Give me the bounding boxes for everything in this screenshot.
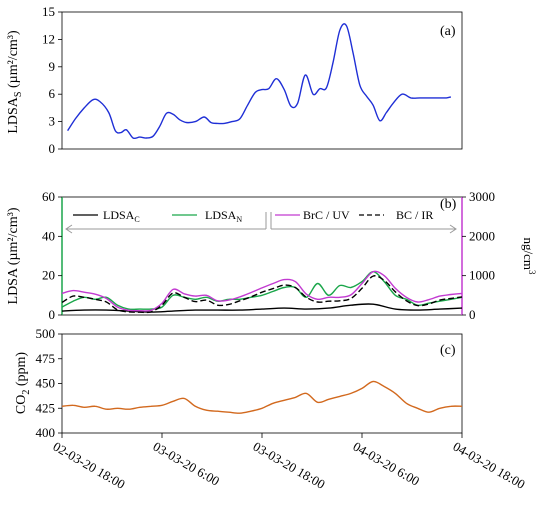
- legend-ldsa-n: LDSAN: [205, 208, 242, 224]
- panel-a-frame: [61, 11, 463, 150]
- x-tick-label: 03-03-20 6:00: [151, 439, 223, 489]
- x-tick-label: 03-03-20 18:00: [251, 439, 328, 492]
- panel-a-y-tick-label: 9: [49, 59, 56, 74]
- panel-c-y-tick-label: 450: [36, 376, 56, 391]
- legend-ldsa-n-sub: N: [236, 215, 242, 224]
- panel-b-y2-title-sup: 3: [527, 270, 537, 275]
- panel-a: 0 3 6 9 12 15 (a) LDSAS (µm²/cm³): [6, 4, 463, 156]
- series-ldsa-s-line: [67, 23, 452, 140]
- panel-b-y2-tick-label: 3000: [469, 189, 495, 204]
- panel-a-y-tick-label: 15: [42, 4, 55, 19]
- panel-c-x-ticks: 02-03-20 18:00 03-03-20 6:00 03-03-20 18:0…: [51, 433, 528, 492]
- panel-b-y-tick-label: 60: [42, 189, 55, 204]
- panel-c-label: (c): [440, 343, 456, 358]
- panel-b-y2-title-main: ng/cm: [521, 238, 536, 271]
- panel-b-y-axis-title: LDSA (µm²/cm³): [6, 207, 21, 304]
- panel-c-y-title-sub: 2: [21, 390, 32, 395]
- panel-b-y-tick-label: 20: [42, 268, 55, 283]
- panel-b-y-tick-label: 0: [49, 307, 56, 322]
- axis-arrow-left: [65, 212, 267, 234]
- legend-ldsa-c-main: LDSA: [103, 208, 135, 222]
- panel-b-y-title-main: LDSA: [6, 267, 21, 304]
- panel-c-y-tick-label: 500: [36, 326, 56, 341]
- panel-b-y2-tick-label: 0: [469, 307, 476, 322]
- panel-b-y2-axis-title: ng/cm3: [521, 238, 537, 276]
- series-ldsa-n-line: [61, 271, 463, 311]
- panel-b-lines: [61, 270, 463, 314]
- panel-a-y-title-sub: S: [13, 92, 24, 98]
- panel-a-y-tick-label: 0: [49, 141, 56, 156]
- panel-b-y-ticks: 0 20 40 60: [42, 189, 62, 322]
- series-co2-line: [61, 380, 463, 414]
- panel-b-y2-ticks: 0 1000 2000 3000: [462, 189, 495, 322]
- series-brc-uv-line: [61, 270, 463, 312]
- panel-c-y-title-main: CO: [14, 395, 29, 414]
- legend-ldsa-c: LDSAC: [103, 208, 140, 224]
- x-tick-label: 04-03-20 6:00: [351, 439, 423, 489]
- legend-bc-ir: BC / IR: [396, 208, 433, 222]
- panel-b-y-tick-label: 40: [42, 228, 55, 243]
- panel-a-y-ticks: 0 3 6 9 12 15: [42, 4, 62, 156]
- legend-ldsa-n-main: LDSA: [205, 208, 237, 222]
- x-tick-label: 02-03-20 18:00: [51, 439, 128, 492]
- panel-c-y-tick-label: 400: [36, 425, 56, 440]
- panel-b-y2-tick-label: 2000: [469, 228, 495, 243]
- panel-c-lines: [61, 380, 463, 414]
- panel-c-frame: [61, 333, 463, 434]
- axis-arrow-right: [270, 212, 457, 234]
- panel-a-y-tick-label: 6: [49, 86, 56, 101]
- panel-b-label: (b): [440, 197, 457, 212]
- panel-b-y2-tick-label: 1000: [469, 268, 495, 283]
- panel-b-legend: LDSAC LDSAN BrC / UV BC / IR: [73, 208, 433, 224]
- series-bc-ir-line: [61, 275, 463, 314]
- panel-c-y-ticks: 400 425 450 475 500: [36, 326, 62, 440]
- series-ldsa-c-line: [61, 303, 463, 313]
- panel-a-y-axis-title: LDSAS (µm²/cm³): [6, 30, 24, 134]
- legend-brc-uv: BrC / UV: [303, 208, 350, 222]
- panel-b-y-title-unit: (µm²/cm³): [6, 207, 21, 269]
- x-tick-label: 04-03-20 18:00: [451, 439, 528, 492]
- panel-a-y-title-unit: (µm²/cm³): [6, 30, 21, 92]
- panel-a-y-title-main: LDSA: [6, 96, 21, 133]
- panel-c-y-tick-label: 425: [36, 400, 56, 415]
- panel-c-y-axis-title: CO2 (ppm): [14, 352, 32, 415]
- panel-c-y-title-unit: (ppm): [14, 352, 29, 390]
- panel-a-lines: [67, 23, 452, 140]
- panel-a-y-tick-label: 3: [49, 114, 56, 129]
- panel-c: 400 425 450 475 500 02-03-20 18:00 03-03-20 6…: [14, 326, 528, 492]
- panel-c-y-tick-label: 475: [36, 351, 56, 366]
- panel-a-label: (a): [440, 24, 456, 39]
- panel-a-y-tick-label: 12: [42, 31, 55, 46]
- legend-ldsa-c-sub: C: [134, 215, 139, 224]
